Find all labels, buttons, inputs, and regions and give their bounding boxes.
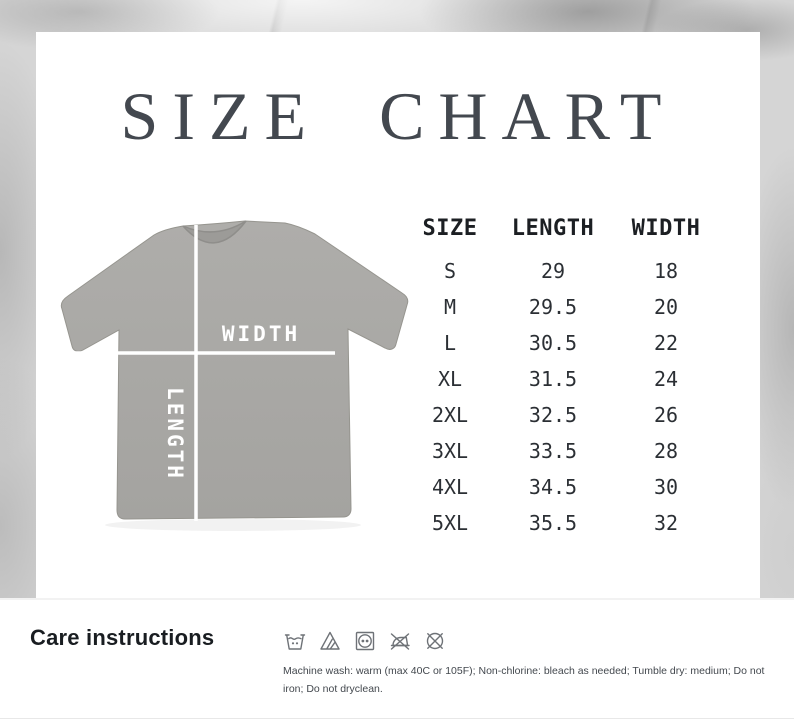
header-width: WIDTH bbox=[631, 216, 701, 241]
size-table: SIZE LENGTH WIDTH S 29 18 M 29.5 20 bbox=[414, 216, 712, 541]
size-table-header: SIZE LENGTH WIDTH bbox=[414, 216, 712, 242]
table-row: 4XL 34.5 30 bbox=[414, 469, 712, 505]
machine-wash-icon bbox=[284, 634, 306, 650]
width-label: WIDTH bbox=[222, 322, 300, 346]
width-cell: 20 bbox=[653, 295, 679, 319]
size-cell: 2XL bbox=[431, 403, 469, 427]
tshirt-diagram: WIDTH LENGTH bbox=[55, 210, 415, 544]
size-cell: L bbox=[443, 331, 457, 355]
care-instructions-section: Care instructions bbox=[0, 598, 794, 725]
width-cell: 28 bbox=[653, 439, 679, 463]
length-cell: 33.5 bbox=[528, 439, 578, 463]
width-cell: 24 bbox=[653, 367, 679, 391]
length-cell: 34.5 bbox=[528, 475, 578, 499]
table-row: L 30.5 22 bbox=[414, 325, 712, 361]
size-chart-card: SIZE CHART WIDTH LENGTH bbox=[36, 32, 760, 598]
bleach-triangle-icon bbox=[320, 631, 340, 650]
width-cell: 26 bbox=[653, 403, 679, 427]
length-cell: 35.5 bbox=[528, 511, 578, 535]
care-text: Machine wash: warm (max 40C or 105F); No… bbox=[283, 665, 765, 696]
size-cell: 3XL bbox=[431, 439, 469, 463]
tumble-dry-icon bbox=[355, 631, 375, 651]
collar bbox=[182, 220, 247, 244]
length-cell: 32.5 bbox=[528, 403, 578, 427]
length-cell: 29 bbox=[540, 259, 566, 283]
bottom-divider bbox=[0, 718, 794, 719]
shirt-shadow bbox=[105, 519, 361, 531]
care-heading: Care instructions bbox=[30, 625, 215, 650]
header-length: LENGTH bbox=[511, 216, 595, 241]
width-cell: 22 bbox=[653, 331, 679, 355]
table-row: S 29 18 bbox=[414, 253, 712, 289]
tshirt-illustration: WIDTH LENGTH bbox=[60, 220, 409, 531]
header-size: SIZE bbox=[422, 216, 478, 241]
size-table-body: S 29 18 M 29.5 20 L 30.5 22 bbox=[414, 253, 712, 541]
size-cell: 4XL bbox=[431, 475, 469, 499]
size-cell: 5XL bbox=[431, 511, 469, 535]
length-label: LENGTH bbox=[163, 387, 187, 481]
table-row: XL 31.5 24 bbox=[414, 361, 712, 397]
size-cell: M bbox=[443, 295, 457, 319]
length-cell: 29.5 bbox=[528, 295, 578, 319]
do-not-dryclean-icon bbox=[426, 632, 444, 650]
size-cell: XL bbox=[437, 367, 463, 391]
table-row: M 29.5 20 bbox=[414, 289, 712, 325]
table-row: 5XL 35.5 32 bbox=[414, 505, 712, 541]
table-row: 3XL 33.5 28 bbox=[414, 433, 712, 469]
length-cell: 31.5 bbox=[528, 367, 578, 391]
do-not-iron-icon bbox=[390, 633, 410, 650]
table-row: 2XL 32.5 26 bbox=[414, 397, 712, 433]
care-icons bbox=[283, 629, 447, 653]
width-cell: 18 bbox=[653, 259, 679, 283]
size-cell: S bbox=[443, 259, 457, 283]
size-chart-image[interactable]: SIZE CHART WIDTH LENGTH bbox=[0, 0, 794, 598]
width-cell: 30 bbox=[653, 475, 679, 499]
width-cell: 32 bbox=[653, 511, 679, 535]
size-chart-title: SIZE CHART bbox=[120, 78, 676, 154]
length-cell: 30.5 bbox=[528, 331, 578, 355]
tshirt-shape bbox=[60, 220, 409, 520]
